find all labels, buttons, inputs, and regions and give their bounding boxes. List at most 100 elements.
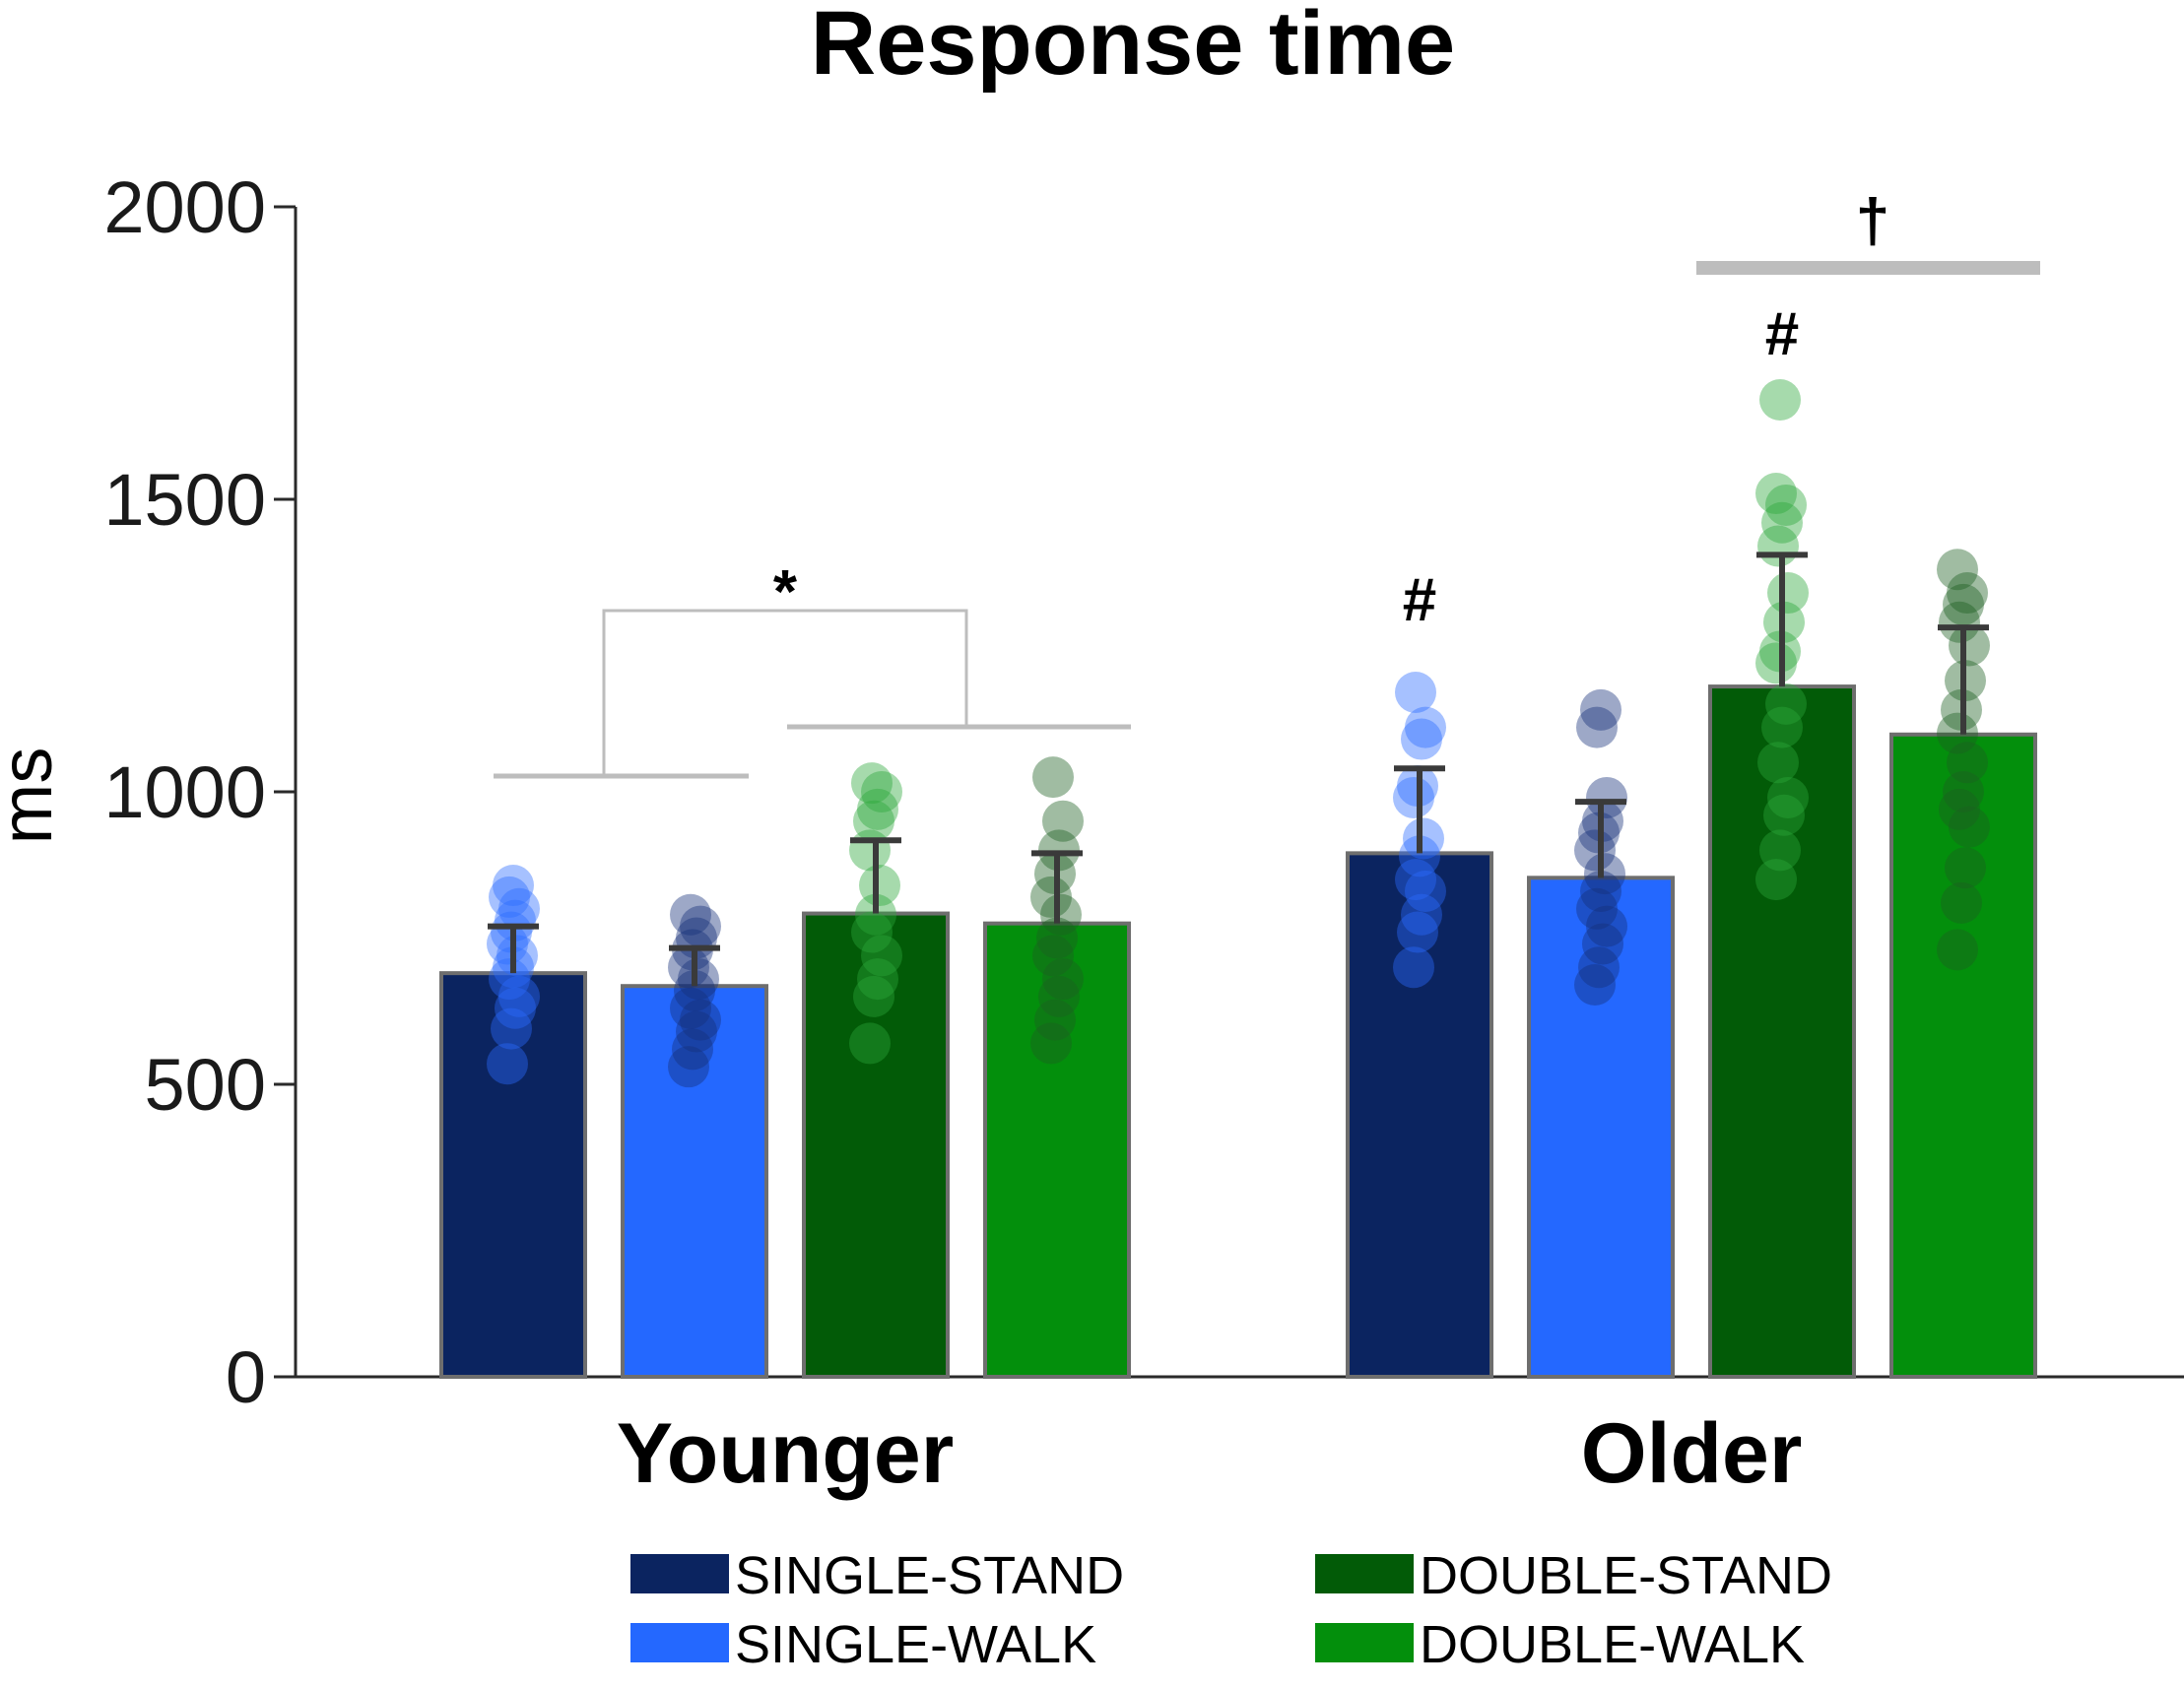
data-point xyxy=(1393,946,1434,989)
points-layer xyxy=(487,379,1990,1088)
data-point xyxy=(1395,859,1436,901)
data-point xyxy=(1393,776,1434,818)
data-point xyxy=(1945,847,1986,889)
x-category-label: Younger xyxy=(617,1406,954,1501)
data-point xyxy=(487,1043,528,1085)
chart-title: Response time xyxy=(811,0,1455,94)
data-point xyxy=(1040,893,1082,936)
data-point xyxy=(496,935,538,977)
data-point xyxy=(1405,706,1446,748)
data-point xyxy=(668,1046,709,1088)
data-point xyxy=(1578,946,1620,989)
data-point xyxy=(1757,742,1799,784)
data-point xyxy=(680,905,721,947)
error-bars-layer xyxy=(488,552,1989,987)
data-point xyxy=(1405,870,1446,912)
data-point xyxy=(855,893,896,936)
data-point xyxy=(491,1007,532,1050)
data-point xyxy=(1949,806,1990,848)
data-point xyxy=(495,899,536,942)
bar-older-single-stand xyxy=(1346,851,1493,1379)
legend-swatch-double-walk xyxy=(1315,1623,1414,1662)
data-point xyxy=(1755,859,1797,901)
data-point xyxy=(1761,501,1803,544)
y-tick-label: 1500 xyxy=(103,459,266,541)
significance-hash-double-stand: # xyxy=(1765,300,1799,368)
data-point xyxy=(857,788,898,830)
bar-older-double-stand xyxy=(1708,684,1856,1379)
data-point xyxy=(857,958,898,1001)
data-point xyxy=(1947,742,1988,784)
data-point xyxy=(1401,893,1442,936)
bar-younger-double-walk xyxy=(983,921,1131,1380)
data-point xyxy=(1947,572,1988,615)
bars-layer xyxy=(439,684,2037,1380)
significance-dagger: † xyxy=(1856,187,1889,255)
data-point xyxy=(489,876,530,918)
data-point xyxy=(672,1028,713,1071)
data-point xyxy=(1034,999,1076,1041)
data-point xyxy=(1755,473,1797,515)
data-point xyxy=(1937,549,1978,591)
bracket-connector xyxy=(602,609,968,776)
data-point xyxy=(1036,917,1078,959)
data-point xyxy=(495,987,536,1029)
data-point xyxy=(1759,829,1801,872)
x-axis-group-labels: Younger Older xyxy=(617,1406,1803,1501)
data-point xyxy=(1582,923,1623,965)
y-tick-label: 0 xyxy=(226,1336,266,1418)
data-point xyxy=(1580,688,1621,731)
data-point xyxy=(678,958,719,1001)
data-point xyxy=(498,887,540,930)
data-point xyxy=(1937,712,1978,754)
data-point xyxy=(1030,1022,1072,1065)
data-point xyxy=(1755,642,1797,684)
y-tick-label: 2000 xyxy=(103,166,266,248)
data-point xyxy=(1399,835,1440,877)
data-point xyxy=(1574,829,1616,872)
bar-younger-single-walk xyxy=(621,984,768,1379)
data-point xyxy=(1759,379,1801,422)
data-point xyxy=(1761,706,1803,748)
data-point xyxy=(1941,881,1982,924)
bar-younger-single-stand xyxy=(439,971,587,1379)
data-point xyxy=(861,935,902,977)
data-point xyxy=(1939,788,1980,830)
legend-label-double-walk: DOUBLE-WALK xyxy=(1420,1615,1805,1674)
data-point xyxy=(1580,870,1621,912)
data-point xyxy=(1032,935,1074,977)
data-point xyxy=(1939,601,1980,643)
data-point xyxy=(670,987,711,1029)
data-point xyxy=(487,923,528,965)
data-point xyxy=(1397,911,1438,953)
data-point xyxy=(1576,706,1618,748)
legend-label-single-walk: SINGLE-WALK xyxy=(735,1615,1096,1674)
data-point xyxy=(1586,905,1627,947)
significance-annotations: * # # † xyxy=(494,187,2040,779)
data-point xyxy=(1949,624,1990,667)
data-point xyxy=(680,999,721,1041)
data-point xyxy=(1038,975,1080,1017)
data-point xyxy=(1403,817,1444,860)
data-point xyxy=(1763,794,1805,836)
legend-label-double-stand: DOUBLE-STAND xyxy=(1420,1546,1832,1605)
data-point xyxy=(1574,964,1616,1007)
significance-hash-single-stand: # xyxy=(1403,566,1436,634)
data-point xyxy=(1042,958,1084,1001)
y-axis-label: ms xyxy=(0,747,67,845)
data-point xyxy=(859,865,900,907)
data-point xyxy=(1584,853,1625,895)
data-point xyxy=(1937,929,1978,971)
legend-swatch-single-stand xyxy=(630,1554,729,1593)
data-point xyxy=(498,975,540,1017)
data-point xyxy=(1767,776,1809,818)
data-point xyxy=(851,762,893,805)
data-point xyxy=(493,865,534,907)
x-category-label: Older xyxy=(1581,1406,1803,1501)
data-point xyxy=(1042,800,1084,842)
y-tick-label: 1000 xyxy=(103,751,266,833)
legend: SINGLE-STAND SINGLE-WALK DOUBLE-STAND DOUBL… xyxy=(630,1546,1832,1674)
data-point xyxy=(676,1010,717,1053)
